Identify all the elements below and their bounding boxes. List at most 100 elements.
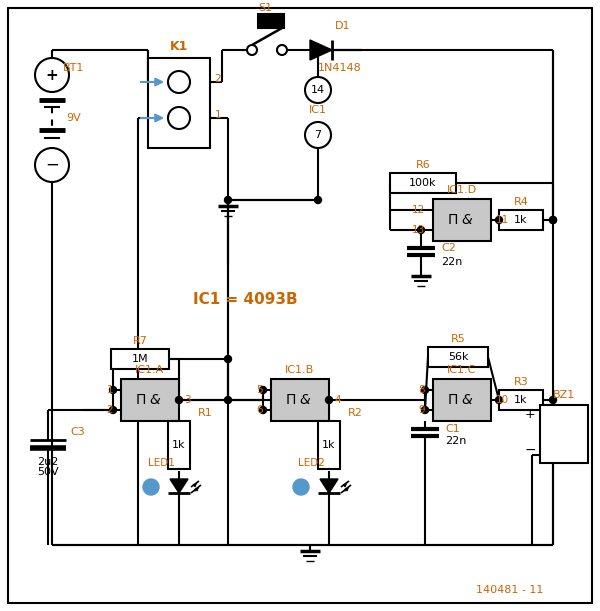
- Text: $\mathit{\Pi}$ &: $\mathit{\Pi}$ &: [448, 213, 475, 227]
- Bar: [540, 405, 588, 463]
- Text: 22n: 22n: [441, 257, 463, 267]
- Circle shape: [35, 148, 69, 182]
- Circle shape: [421, 406, 428, 414]
- Text: 1: 1: [215, 110, 221, 120]
- Text: C2: C2: [441, 243, 456, 253]
- Text: 1: 1: [106, 385, 113, 395]
- Circle shape: [143, 479, 159, 495]
- Circle shape: [550, 397, 557, 403]
- Circle shape: [110, 387, 116, 393]
- Text: 10: 10: [496, 395, 509, 405]
- Text: R4: R4: [514, 197, 529, 207]
- Text: LED2: LED2: [298, 458, 325, 468]
- Text: D1: D1: [335, 21, 351, 31]
- Polygon shape: [320, 479, 338, 493]
- Text: 13: 13: [412, 225, 425, 235]
- Text: LED1: LED1: [148, 458, 175, 468]
- Text: 8: 8: [418, 385, 425, 395]
- Text: 2: 2: [215, 74, 221, 84]
- Text: $\mathit{\Pi}$ &: $\mathit{\Pi}$ &: [286, 393, 313, 407]
- Bar: [318, 421, 340, 469]
- Text: C3: C3: [70, 427, 85, 437]
- Text: BZ1: BZ1: [553, 390, 575, 400]
- Text: $\mathit{\Pi}$ &: $\mathit{\Pi}$ &: [448, 393, 475, 407]
- Text: IC1 = 4093B: IC1 = 4093B: [193, 293, 298, 307]
- Text: 12: 12: [412, 205, 425, 215]
- Circle shape: [260, 387, 266, 393]
- Text: 1k: 1k: [514, 395, 528, 405]
- Text: 2u2: 2u2: [37, 457, 59, 467]
- Circle shape: [325, 397, 332, 403]
- Text: $\mathit{\Pi}$ &: $\mathit{\Pi}$ &: [136, 393, 163, 407]
- Bar: [258, 14, 284, 28]
- Circle shape: [110, 406, 116, 414]
- Bar: [121, 379, 179, 421]
- Text: 1k: 1k: [322, 440, 336, 450]
- Bar: [428, 347, 488, 367]
- Text: 7: 7: [314, 130, 322, 140]
- Text: 22n: 22n: [445, 436, 466, 446]
- Circle shape: [224, 356, 232, 362]
- Circle shape: [176, 397, 182, 403]
- Text: 1M: 1M: [131, 354, 148, 364]
- Circle shape: [421, 387, 428, 393]
- Text: R3: R3: [514, 377, 529, 387]
- Text: IC1.A: IC1.A: [136, 365, 164, 375]
- Text: 1k: 1k: [514, 215, 528, 225]
- Text: S1: S1: [258, 3, 272, 13]
- Circle shape: [550, 216, 557, 224]
- Circle shape: [224, 197, 232, 203]
- Circle shape: [418, 227, 425, 233]
- Bar: [499, 210, 543, 230]
- Polygon shape: [310, 40, 332, 60]
- Bar: [499, 390, 543, 410]
- Text: 6: 6: [256, 405, 263, 415]
- Text: 100k: 100k: [409, 178, 437, 188]
- Text: 14: 14: [311, 85, 325, 95]
- Text: R7: R7: [133, 336, 148, 346]
- Text: IC1.D: IC1.D: [447, 185, 477, 195]
- Text: 56k: 56k: [448, 352, 468, 362]
- Circle shape: [224, 397, 232, 403]
- Circle shape: [168, 107, 190, 129]
- Text: −: −: [524, 443, 536, 457]
- Bar: [390, 173, 456, 193]
- Bar: [433, 379, 491, 421]
- Circle shape: [277, 45, 287, 55]
- Circle shape: [247, 45, 257, 55]
- Circle shape: [260, 406, 266, 414]
- Text: +: +: [524, 409, 535, 422]
- Circle shape: [293, 479, 309, 495]
- Text: 11: 11: [496, 215, 509, 225]
- Text: +: +: [46, 67, 58, 82]
- Text: IC1.C: IC1.C: [448, 365, 476, 375]
- Text: C1: C1: [445, 424, 460, 434]
- Circle shape: [314, 197, 322, 203]
- Text: BT1: BT1: [64, 63, 85, 73]
- Text: R2: R2: [348, 408, 363, 418]
- Circle shape: [550, 216, 557, 224]
- Text: 50V: 50V: [37, 467, 59, 477]
- Circle shape: [168, 71, 190, 93]
- Text: 3: 3: [184, 395, 191, 405]
- Circle shape: [305, 122, 331, 148]
- Circle shape: [305, 77, 331, 103]
- Circle shape: [496, 397, 503, 403]
- Text: 1N4148: 1N4148: [318, 63, 362, 73]
- Bar: [168, 421, 190, 469]
- Circle shape: [35, 58, 69, 92]
- Text: K1: K1: [170, 40, 188, 53]
- Bar: [433, 199, 491, 241]
- Text: 5: 5: [256, 385, 263, 395]
- Text: 2: 2: [106, 405, 113, 415]
- Text: 9: 9: [418, 405, 425, 415]
- Text: IC1: IC1: [309, 105, 327, 115]
- Bar: [111, 349, 169, 369]
- Bar: [271, 379, 329, 421]
- Circle shape: [496, 216, 503, 224]
- Text: 4: 4: [334, 395, 341, 405]
- Text: R1: R1: [198, 408, 213, 418]
- Text: −: −: [45, 156, 59, 174]
- Text: 140481 - 11: 140481 - 11: [476, 585, 544, 595]
- Text: 9V: 9V: [67, 113, 82, 123]
